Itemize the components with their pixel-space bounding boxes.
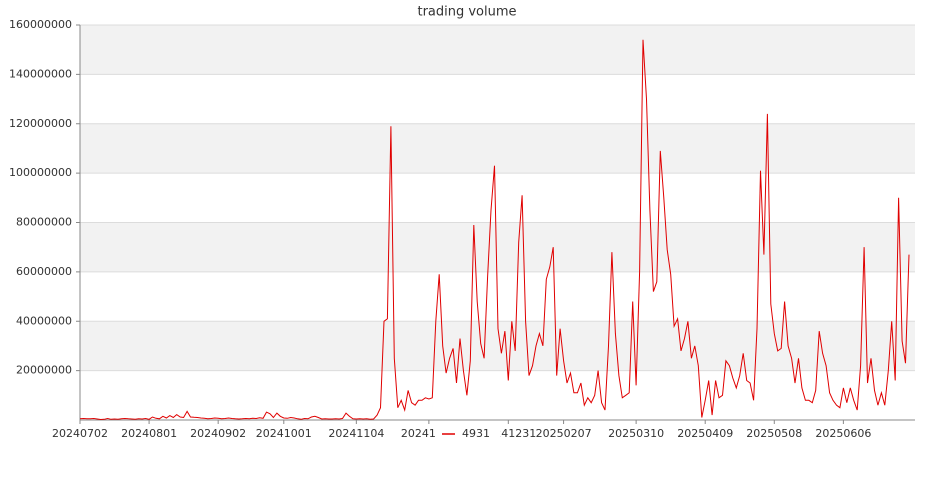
grid-band <box>80 123 915 174</box>
y-tick-label: 100000000 <box>9 166 72 179</box>
legend-label: 4931 <box>462 427 490 440</box>
x-tick-label: 20241001 <box>256 427 312 440</box>
x-tick-label: 20250207 <box>536 427 592 440</box>
y-tick-label: 40000000 <box>16 314 72 327</box>
x-tick-label: 20250606 <box>815 427 871 440</box>
grid-band <box>80 321 915 371</box>
x-tick-label: 20240902 <box>190 427 246 440</box>
x-tick-label: 20240801 <box>121 427 177 440</box>
data-line <box>79 39 910 421</box>
y-tick-label: 80000000 <box>16 216 72 229</box>
y-tick-label: 140000000 <box>9 67 72 80</box>
y-tick-label: 160000000 <box>9 18 72 31</box>
chart-title: trading volume <box>417 5 516 20</box>
grid-band <box>80 222 915 272</box>
legend: 4931 <box>436 425 500 443</box>
x-tick-label: 20250409 <box>677 427 733 440</box>
x-tick-label: 20240702 <box>52 427 108 440</box>
grid-band <box>80 25 915 75</box>
x-tick-label: 20241104 <box>328 427 384 440</box>
y-tick-label: 20000000 <box>16 364 72 377</box>
legend-box <box>436 425 500 443</box>
x-tick-label: 20250508 <box>746 427 802 440</box>
y-tick-label: 60000000 <box>16 265 72 278</box>
y-tick-label: 120000000 <box>9 117 72 130</box>
x-tick-label: 20250310 <box>608 427 664 440</box>
